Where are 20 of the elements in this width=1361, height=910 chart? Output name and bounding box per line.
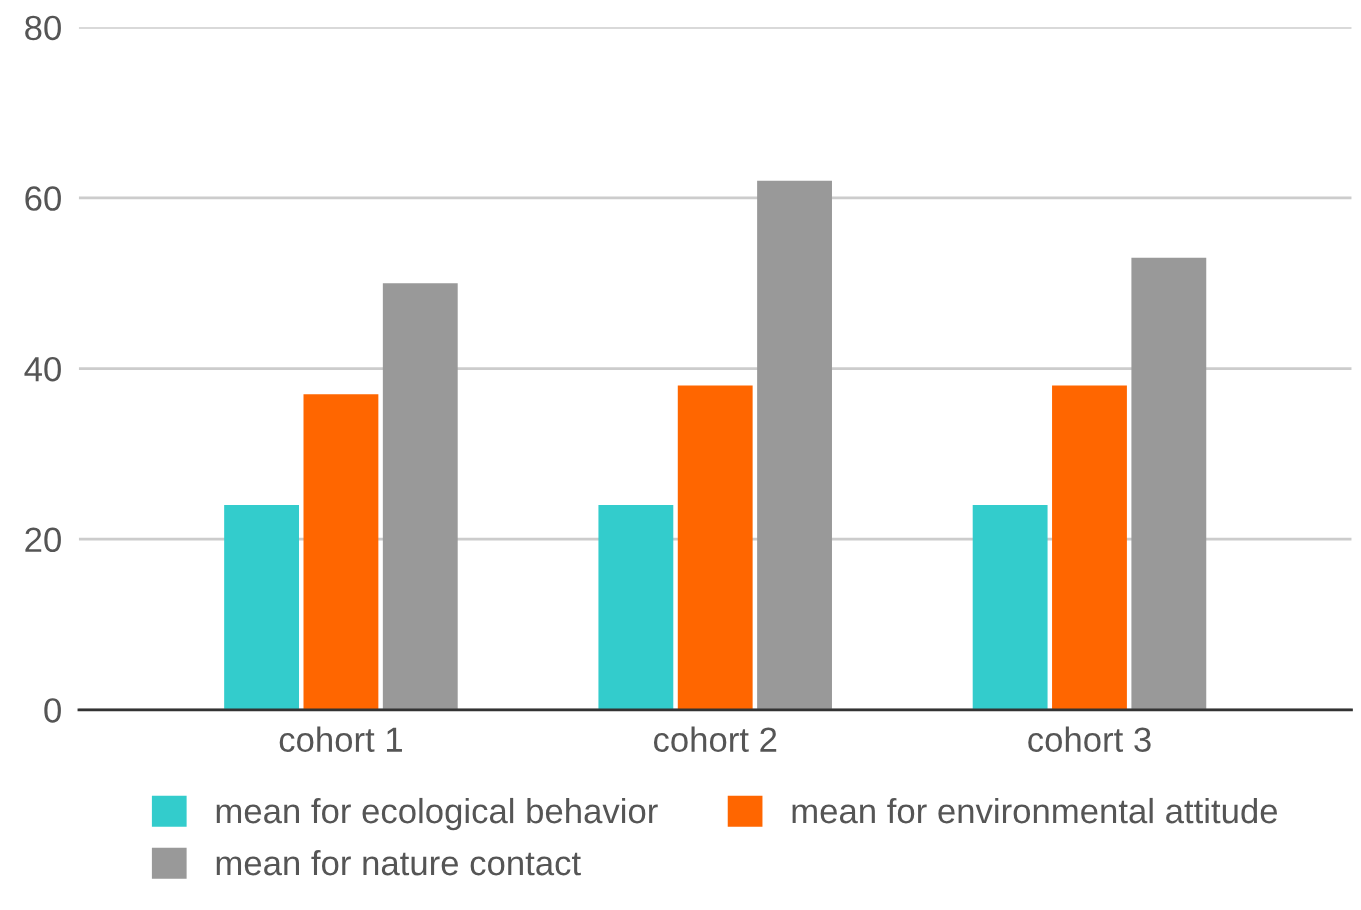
bar	[224, 505, 300, 710]
y-tick-label: 60	[25, 186, 61, 211]
bar	[677, 385, 753, 710]
legend-label: mean for environmental attitude	[792, 797, 1278, 824]
bar	[382, 283, 458, 710]
legend-label: mean for nature contact	[216, 849, 581, 876]
bar	[598, 505, 674, 710]
y-tick-label: 20	[25, 527, 61, 553]
bar	[757, 180, 832, 710]
y-tick-label: 40	[24, 356, 61, 382]
x-tick-label: cohort 1	[279, 726, 402, 752]
x-tick-label: cohort 2	[653, 726, 777, 752]
bar	[1131, 257, 1207, 710]
legend-label: mean for ecological behavior	[216, 797, 658, 831]
y-tick-label: 0	[44, 698, 61, 723]
x-tick-label: cohort 3	[1028, 726, 1151, 752]
bar	[1052, 385, 1127, 710]
bar	[972, 505, 1048, 710]
y-tick-label: 80	[25, 15, 61, 41]
bar	[303, 394, 379, 710]
